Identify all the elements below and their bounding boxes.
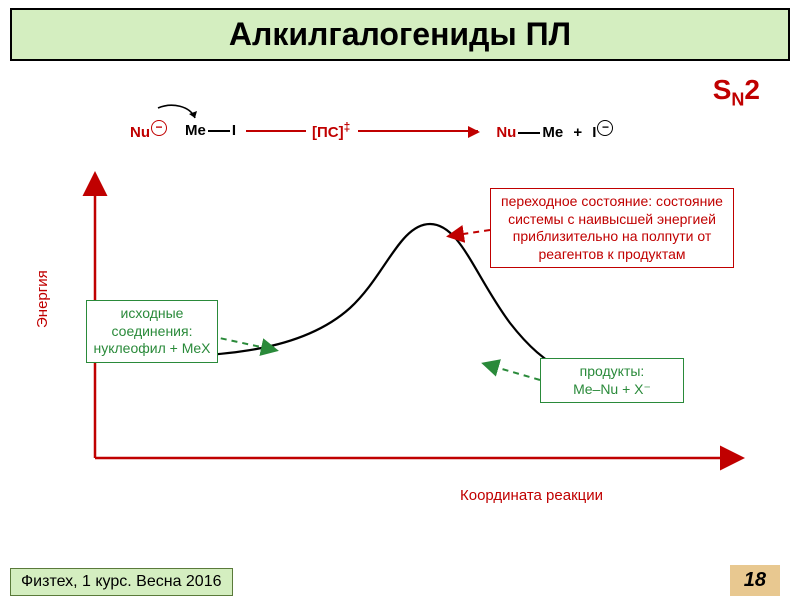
y-axis-label: Энергия [34,270,51,328]
transition-state-box: переходное состояние: состояние системы … [490,188,734,268]
attack-arrow-icon [140,104,210,126]
sn2-n: N [731,90,744,110]
sn2-2: 2 [744,74,760,105]
products-line1: продукты: [580,363,645,379]
energy-diagram: Энергия Координата реакции исходные соед… [40,158,760,498]
reactants-callout-arrow [210,336,275,350]
x-axis-label: Координата реакции [460,487,603,504]
transition-state-label: ПС [317,124,339,141]
nu-prod: Nu [496,124,516,141]
page-title: Алкилгалогениды ПЛ [10,8,790,61]
nucleophile: Nu [130,124,150,141]
products-box: продукты: Me–Nu + X⁻ [540,358,684,403]
bond-icon [518,132,540,134]
products-line2: Me–Nu + X⁻ [573,381,651,397]
reactants-box: исходные соединения: нуклеофил + MeX [86,300,218,363]
i-prod: I [592,124,596,141]
page-number: 18 [730,565,780,596]
arrow-shaft-2 [358,130,478,132]
me-prod: Me [542,124,563,141]
arrowhead-icon [468,126,480,138]
minus-icon: − [597,120,613,136]
footer-course: Физтех, 1 курс. Весна 2016 [10,568,233,596]
sn2-s: S [713,74,732,105]
ts-callout-arrow [450,230,490,236]
sn2-label: SN2 [713,74,760,111]
ddagger-icon: ‡ [344,120,351,134]
products-callout-arrow [485,364,540,380]
bond-icon [208,130,230,132]
i-text: I [232,122,236,139]
arrow-shaft-1 [246,130,306,132]
reaction-equation: Nu− MeI [ПС]‡ NuMe + I− [130,120,750,141]
plus-text: + [573,124,582,141]
